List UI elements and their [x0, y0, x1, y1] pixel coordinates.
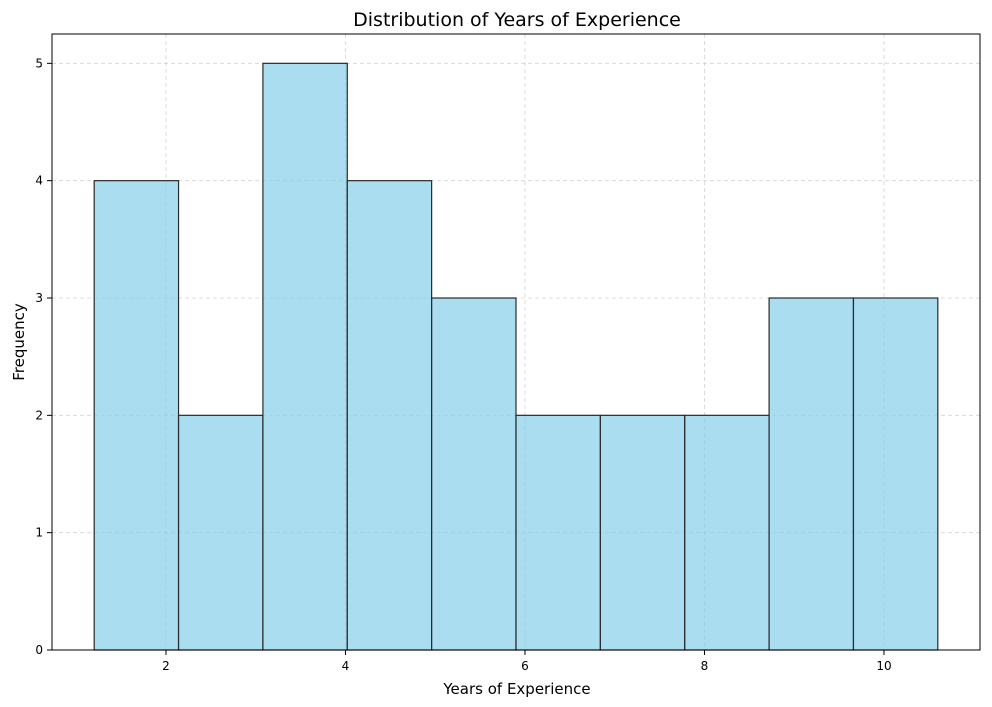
y-tick-label-2: 2 [35, 408, 43, 422]
x-tick-label-3: 8 [701, 659, 709, 673]
x-tick-label-4: 10 [876, 659, 891, 673]
y-tick-label-4: 4 [35, 174, 43, 188]
histogram-bar-8 [768, 297, 855, 651]
x-tick-label-2: 6 [521, 659, 529, 673]
histogram-bar-6 [599, 414, 686, 651]
x-tick-label-1: 4 [342, 659, 350, 673]
histogram-bar-2 [262, 62, 348, 651]
y-tick-label-1: 1 [35, 526, 43, 540]
histogram-bar-9 [852, 297, 939, 651]
histogram-bar-5 [515, 414, 601, 651]
histogram-bar-0 [93, 180, 180, 651]
y-tick-label-0: 0 [35, 643, 43, 657]
plot-frame [51, 33, 981, 651]
y-axis-label: Frequency [10, 303, 28, 381]
histogram-bar-7 [684, 414, 770, 651]
x-axis-label: Years of Experience [442, 680, 590, 698]
y-tick-label-5: 5 [35, 56, 43, 70]
histogram-bar-1 [177, 414, 264, 651]
x-tick-label-0: 2 [162, 659, 170, 673]
chart-title: Distribution of Years of Experience [353, 9, 681, 31]
histogram-bar-4 [431, 297, 517, 651]
histogram-bar-3 [346, 180, 433, 651]
y-axis-ticks: 0 1 2 3 4 5 [35, 56, 52, 657]
y-tick-label-3: 3 [35, 291, 43, 305]
x-axis-ticks: 2 4 6 8 10 [162, 650, 892, 673]
bars [93, 62, 939, 651]
